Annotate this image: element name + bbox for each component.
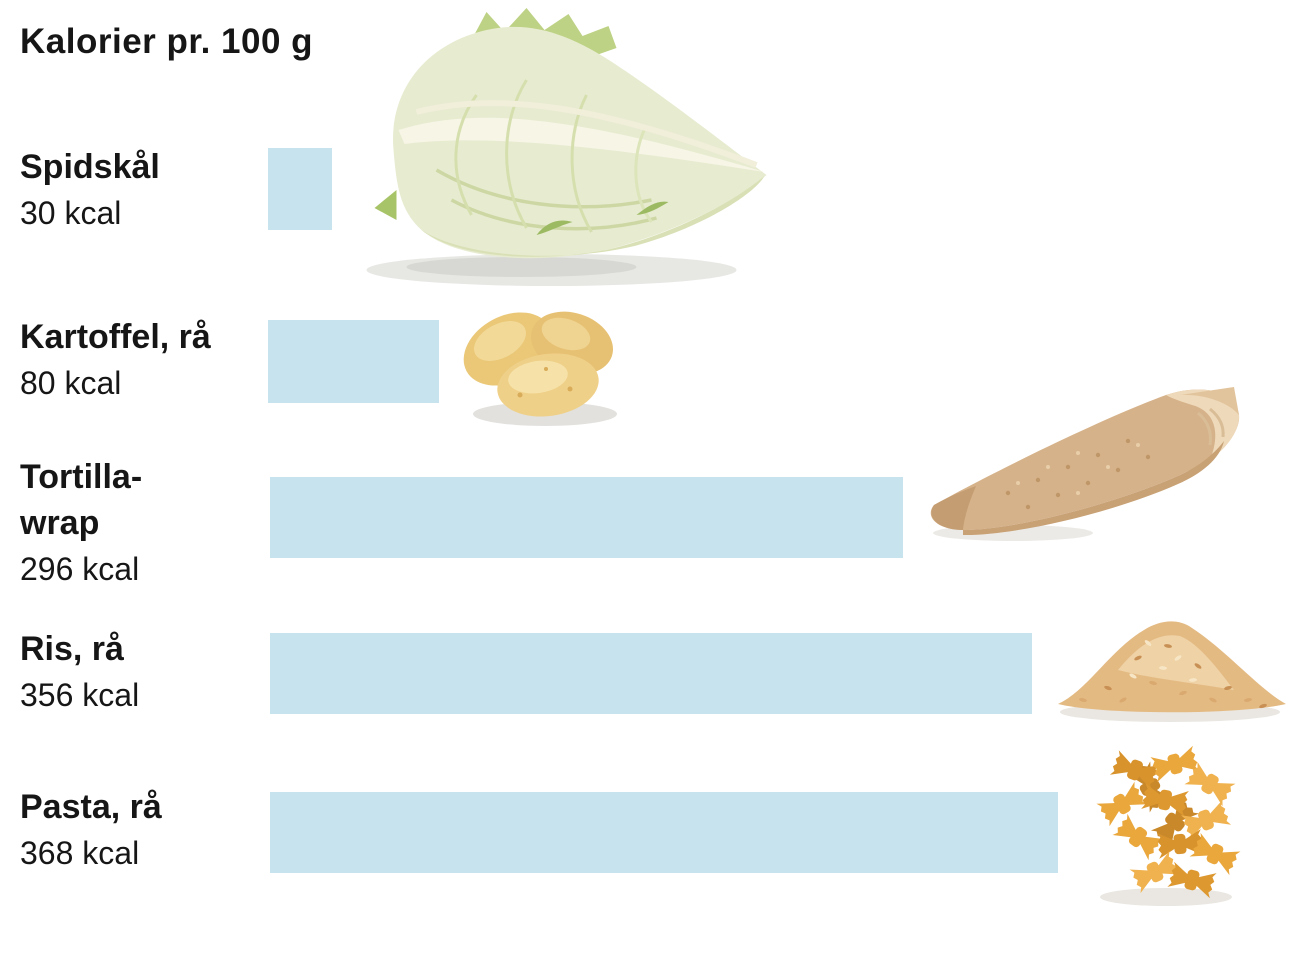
tortilla-wrap-image (930, 387, 1240, 541)
bar-ris (270, 633, 1032, 714)
category-label: wrap (20, 504, 100, 542)
category-label: Pasta, rå (20, 788, 162, 826)
value-label: 368 kcal (20, 835, 140, 871)
row-label-tortilla-wrap: Tortilla- wrap 296 kcal (20, 454, 142, 592)
category-label: Tortilla- (20, 458, 143, 496)
row-label-kartoffel: Kartoffel, rå 80 kcal (20, 314, 211, 406)
row-label-pasta: Pasta, rå 368 kcal (20, 784, 162, 876)
value-label: 80 kcal (20, 365, 122, 401)
category-label: Spidskål (20, 148, 160, 186)
chart-title: Kalorier pr. 100 g (20, 22, 314, 61)
value-label: 30 kcal (20, 195, 122, 231)
bar-pasta (270, 792, 1058, 873)
rice-pile-image (1058, 621, 1286, 722)
bar-spidskaal (268, 148, 332, 230)
value-label: 296 kcal (20, 551, 140, 587)
farfalle-pasta-image (1096, 745, 1241, 906)
pointed-cabbage-image (366, 8, 767, 286)
value-label: 356 kcal (20, 677, 140, 713)
bar-tortilla-wrap (270, 477, 903, 558)
row-label-ris: Ris, rå 356 kcal (20, 626, 139, 718)
row-label-spidskaal: Spidskål 30 kcal (20, 144, 160, 236)
category-label: Ris, rå (20, 630, 124, 668)
category-label: Kartoffel, rå (20, 318, 211, 356)
potatoes-image (463, 311, 617, 426)
bar-kartoffel (268, 320, 439, 403)
